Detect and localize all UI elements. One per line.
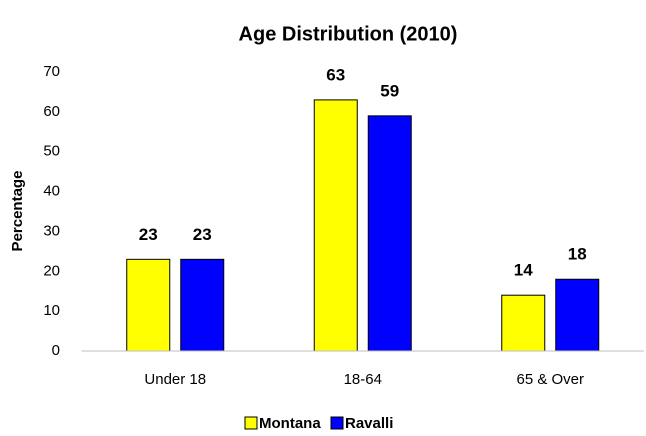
x-tick-label: Under 18 [144,371,206,388]
bar [501,294,546,352]
y-tick-label: 40 [43,183,60,200]
legend-swatch [330,416,344,430]
bar [126,258,171,352]
y-tick-label: 20 [43,262,60,279]
y-tick-label: 70 [43,63,60,80]
x-tick-label: 18-64 [344,371,382,388]
y-tick-label: 60 [43,103,60,120]
data-label: 14 [514,261,533,280]
y-tick-label: 30 [43,222,60,239]
data-label: 63 [326,65,345,84]
data-label: 23 [139,225,158,244]
chart-title: Age Distribution (2010) [239,23,458,45]
data-label: 59 [380,81,399,100]
y-tick-label: 0 [52,342,60,359]
bar [555,278,600,352]
legend-label: Ravalli [345,415,393,432]
data-label: 23 [193,225,212,244]
y-tick-label: 10 [43,302,60,319]
bar [180,258,225,352]
bar [313,99,358,352]
y-axis-label: Percentage [9,171,26,252]
legend-label: Montana [259,415,321,432]
data-label: 18 [568,245,587,264]
y-tick-label: 50 [43,143,60,160]
x-tick-label: 65 & Over [516,371,584,388]
legend-swatch [244,416,258,430]
bar [367,115,412,352]
